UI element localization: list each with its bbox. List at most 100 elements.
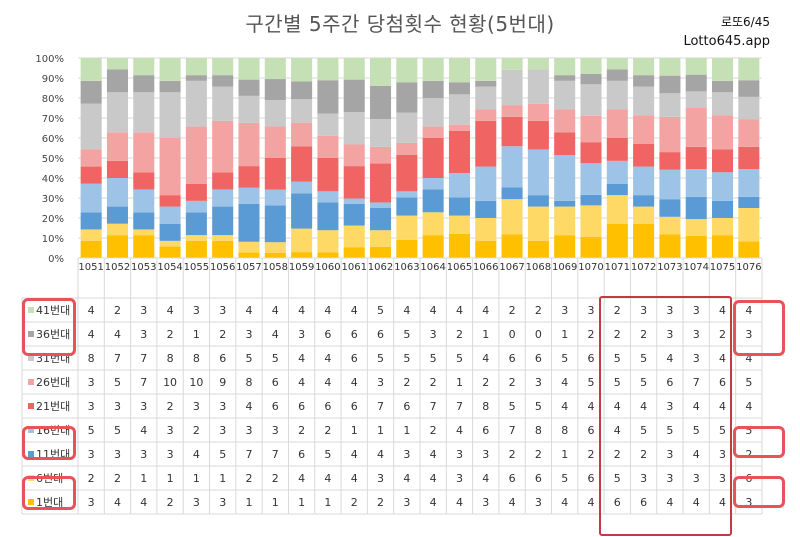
bar-segment <box>685 108 707 147</box>
table-cell-value: 5 <box>561 352 568 365</box>
bar-segment <box>317 80 339 114</box>
table-cell-value: 4 <box>403 304 410 317</box>
table-cell-value: 5 <box>403 328 410 341</box>
table-cell-value: 6 <box>614 496 621 509</box>
table-cell-value: 5 <box>114 424 121 437</box>
bar-segment <box>238 79 260 96</box>
table-cell-value: 2 <box>614 328 621 341</box>
table-cell-value: 1 <box>272 496 279 509</box>
bar-segment <box>317 135 339 158</box>
bar-segment <box>370 163 392 203</box>
bar-segment <box>238 241 260 253</box>
table-cell-value: 4 <box>745 400 752 413</box>
table-cell-value: 3 <box>219 304 226 317</box>
bar-segment <box>633 58 655 76</box>
table-cell-value: 7 <box>377 400 384 413</box>
category-label: 1054 <box>157 262 182 273</box>
bar-segment <box>159 195 181 207</box>
category-label: 1056 <box>210 262 235 273</box>
bar-segment <box>448 215 470 234</box>
category-label: 1074 <box>684 262 709 273</box>
bar-segment <box>212 206 234 236</box>
bar-segment <box>422 178 444 190</box>
bar-segment <box>133 75 155 93</box>
legend-key <box>28 403 34 409</box>
table-cell-value: 5 <box>614 376 621 389</box>
series-label: 11번대 <box>36 448 70 461</box>
bar-segment <box>133 212 155 230</box>
category-label: 1071 <box>605 262 630 273</box>
bar-segment <box>370 202 392 208</box>
table-cell-value: 4 <box>693 496 700 509</box>
legend-key <box>28 355 34 361</box>
table-cell-value: 5 <box>430 352 437 365</box>
table-cell-value: 3 <box>298 328 305 341</box>
table-cell-value: 1 <box>298 496 305 509</box>
bar-segment <box>212 235 234 241</box>
table-cell-value: 2 <box>509 448 516 461</box>
bar-segment <box>396 58 418 83</box>
table-cell-value: 2 <box>509 376 516 389</box>
bar-segment <box>159 240 181 247</box>
bar-segment <box>317 58 339 81</box>
table-cell-value: 6 <box>588 472 595 485</box>
bar-segment <box>448 94 470 125</box>
legend-key <box>28 451 34 457</box>
series-label: 1번대 <box>36 496 63 509</box>
table-cell-value: 5 <box>377 304 384 317</box>
table-cell-value: 6 <box>509 472 516 485</box>
bar-segment <box>133 132 155 173</box>
table-cell-value: 2 <box>535 304 542 317</box>
bar-segment <box>580 142 602 164</box>
bar-segment <box>554 58 576 76</box>
bar-segment <box>475 240 497 258</box>
bar-segment <box>659 152 681 170</box>
bar-segment <box>343 79 365 113</box>
table-cell-value: 6 <box>482 424 489 437</box>
table-cell-value: 2 <box>614 448 621 461</box>
y-tick-label: 90% <box>42 74 64 85</box>
bar-segment <box>659 199 681 217</box>
table-cell-value: 2 <box>219 328 226 341</box>
table-cell-value: 5 <box>588 376 595 389</box>
table-cell-value: 5 <box>272 352 279 365</box>
bar-segment <box>659 216 681 235</box>
table-cell-value: 4 <box>640 400 647 413</box>
category-label: 1063 <box>394 262 419 273</box>
y-tick-label: 70% <box>42 114 64 125</box>
bar-segment <box>133 172 155 190</box>
table-cell-value: 6 <box>588 424 595 437</box>
bar-segment <box>422 126 444 138</box>
table-cell-value: 3 <box>693 472 700 485</box>
legend-key <box>28 427 34 433</box>
table-cell-value: 3 <box>377 376 384 389</box>
bar-segment <box>396 197 418 216</box>
table-cell-value: 7 <box>140 352 147 365</box>
table-cell-value: 4 <box>614 424 621 437</box>
series-label: 31번대 <box>36 352 70 365</box>
table-cell-value: 2 <box>114 472 121 485</box>
bar-segment <box>554 200 576 207</box>
bar-segment <box>633 206 655 224</box>
bar-segment <box>185 212 207 236</box>
bar-segment <box>448 58 470 83</box>
table-cell-value: 6 <box>588 352 595 365</box>
bar-segment <box>554 80 576 110</box>
table-cell-value: 4 <box>719 496 726 509</box>
bar-segment <box>527 69 549 104</box>
bar-segment <box>685 169 707 197</box>
bar-segment <box>685 58 707 75</box>
bar-segment <box>501 69 523 106</box>
table-cell-value: 4 <box>614 400 621 413</box>
bar-segment <box>527 103 549 121</box>
bar-segment <box>370 246 392 258</box>
bar-segment <box>317 202 339 231</box>
bar-segment <box>291 58 313 82</box>
series-label: 6번대 <box>36 472 63 485</box>
table-cell-value: 4 <box>403 472 410 485</box>
bar-segment <box>633 75 655 87</box>
bar-segment <box>712 58 734 81</box>
table-cell-value: 4 <box>114 328 121 341</box>
category-label: 1057 <box>236 262 261 273</box>
bar-segment <box>343 112 365 145</box>
